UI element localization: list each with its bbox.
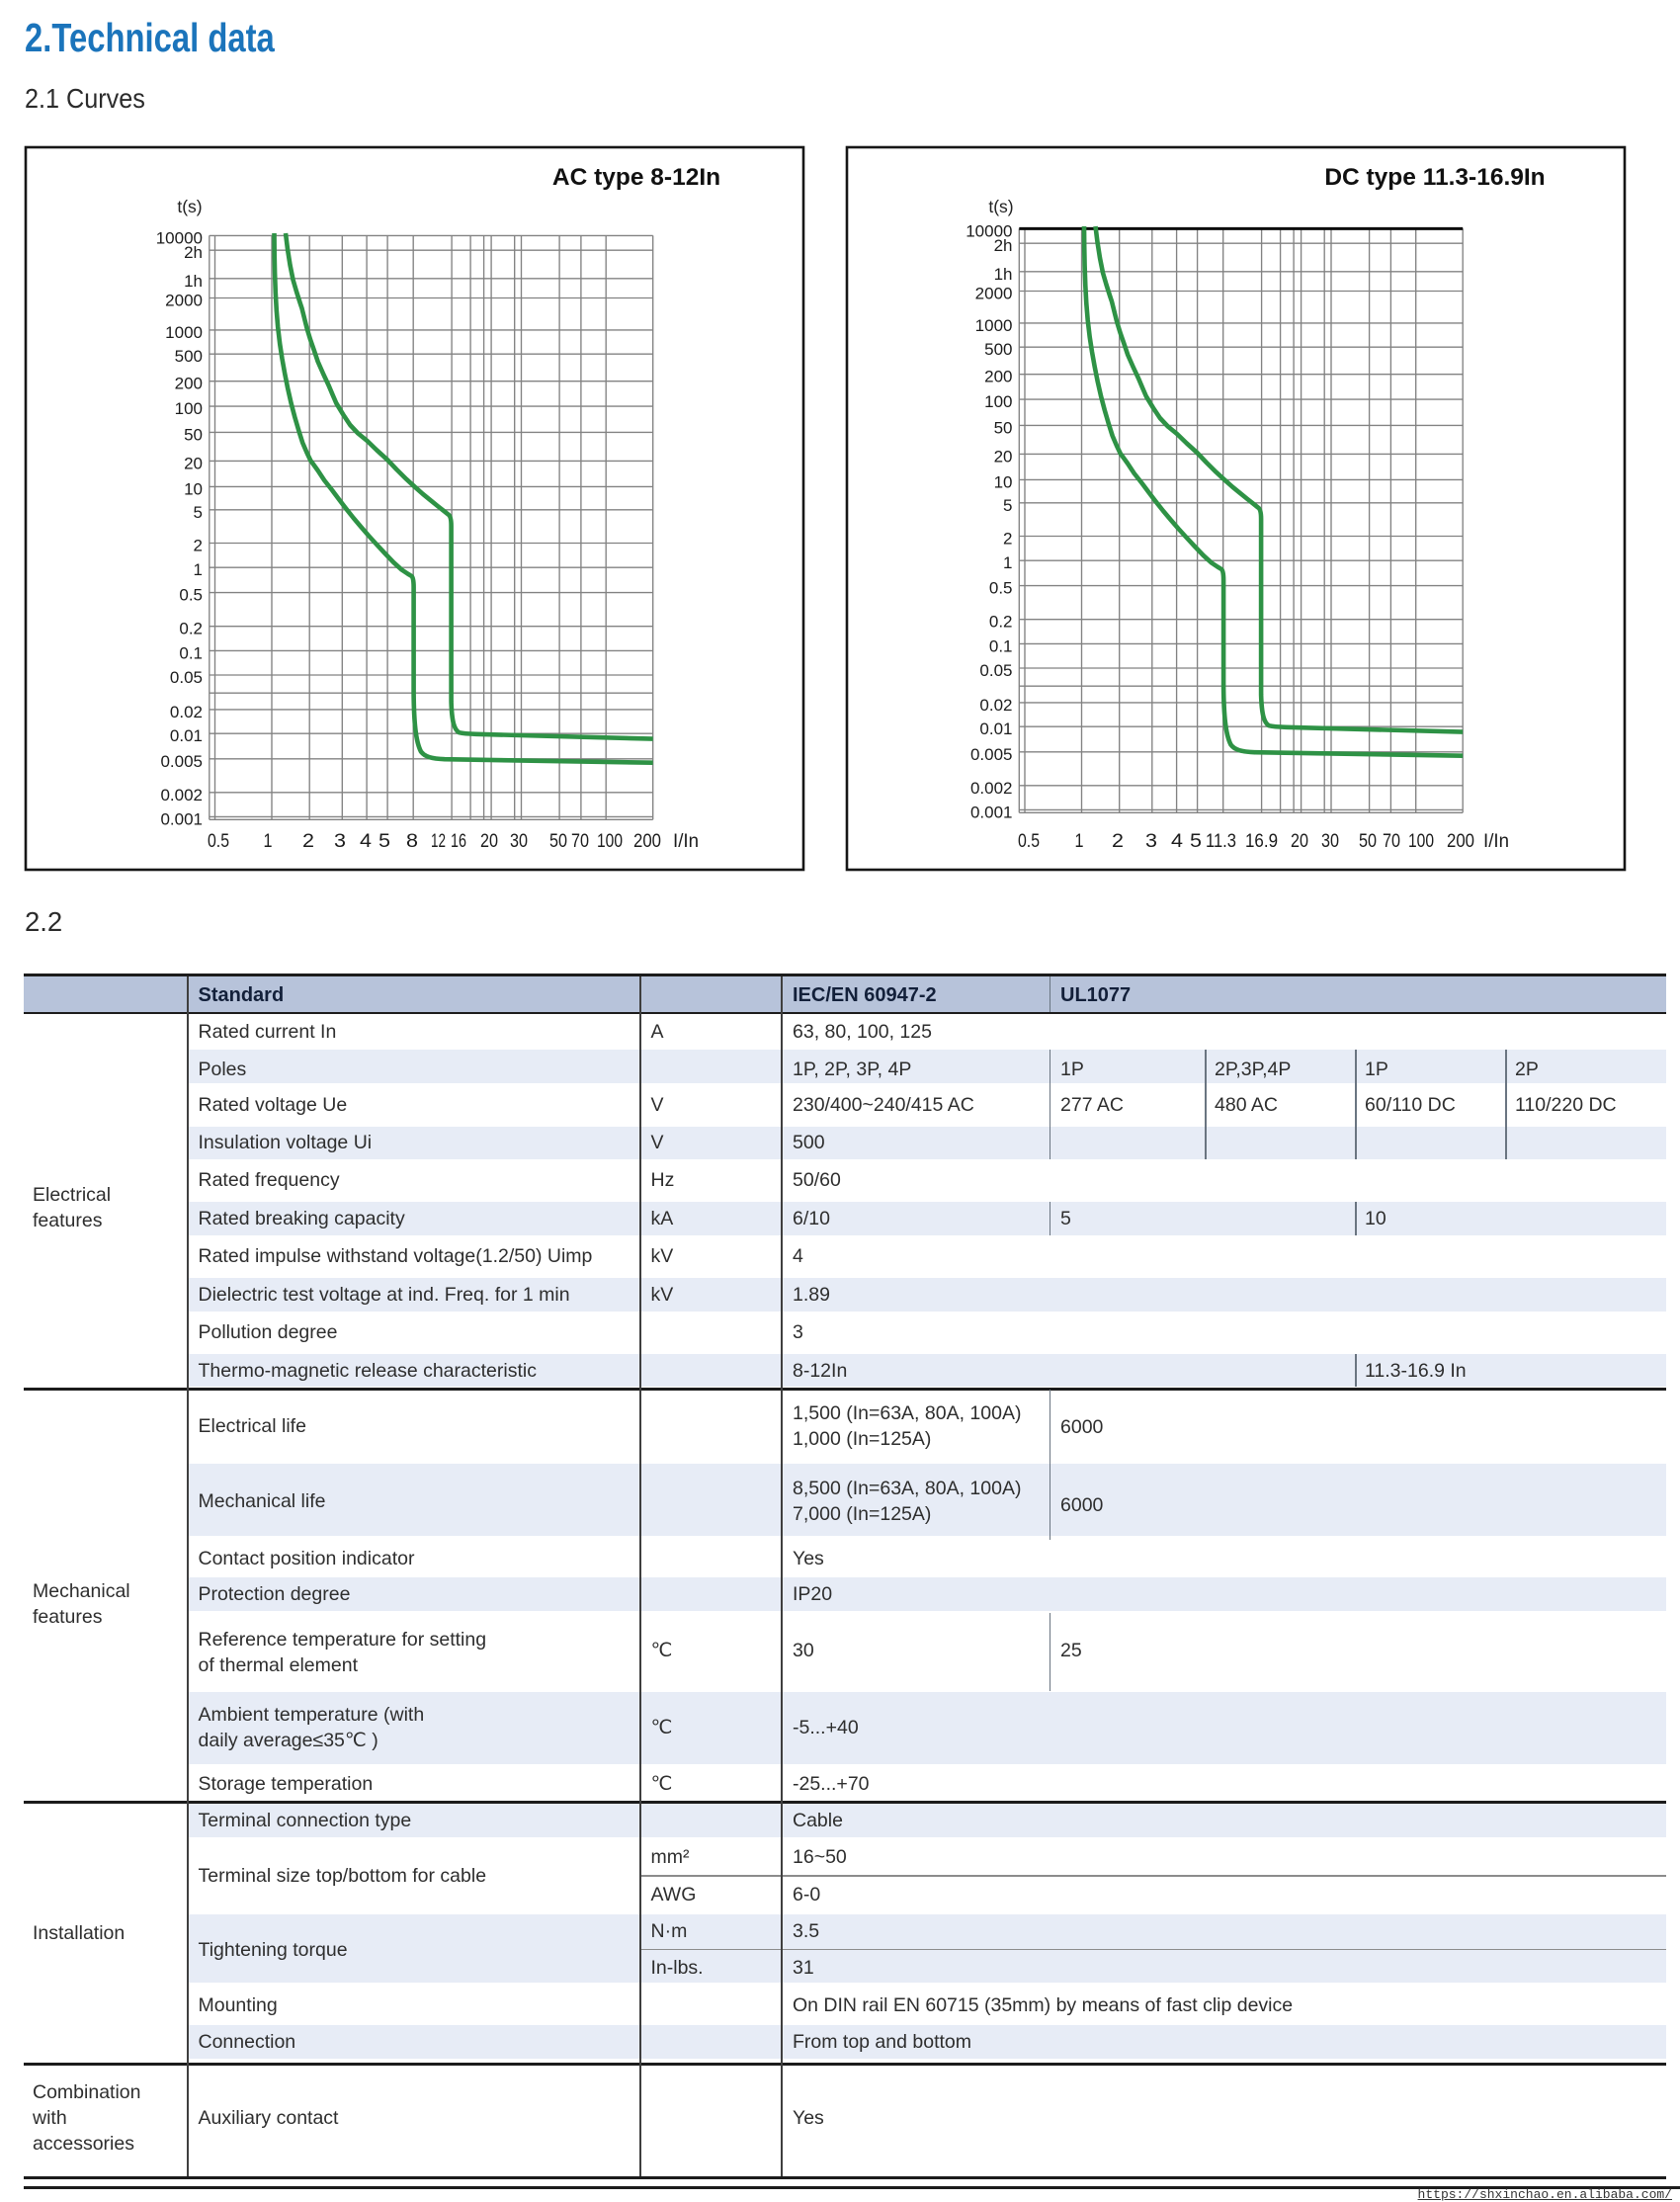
- svg-text:16: 16: [451, 830, 466, 852]
- svg-text:2: 2: [1003, 530, 1012, 549]
- svg-text:0.5: 0.5: [1018, 830, 1040, 852]
- svg-text:AC type 8-12In: AC type 8-12In: [552, 164, 720, 191]
- svg-text:70: 70: [571, 830, 589, 852]
- svg-text:0.002: 0.002: [970, 779, 1013, 798]
- svg-text:20: 20: [1291, 830, 1308, 852]
- svg-text:1h: 1h: [184, 272, 203, 291]
- svg-text:100: 100: [984, 392, 1012, 411]
- svg-text:20: 20: [184, 454, 203, 472]
- svg-text:500: 500: [984, 340, 1012, 359]
- svg-text:0.5: 0.5: [179, 586, 203, 605]
- svg-text:0.2: 0.2: [179, 620, 203, 638]
- svg-text:100: 100: [1408, 830, 1434, 852]
- svg-text:1000: 1000: [975, 316, 1013, 335]
- svg-text:0.1: 0.1: [179, 643, 203, 662]
- svg-text:0.01: 0.01: [170, 726, 203, 745]
- svg-text:200: 200: [1447, 830, 1474, 852]
- svg-text:1: 1: [194, 560, 203, 579]
- svg-text:5: 5: [1190, 830, 1202, 852]
- svg-text:5: 5: [378, 830, 390, 852]
- svg-text:30: 30: [510, 830, 528, 852]
- svg-text:50: 50: [994, 418, 1013, 437]
- svg-text:100: 100: [175, 399, 203, 418]
- svg-text:0.001: 0.001: [970, 803, 1013, 821]
- svg-text:0.2: 0.2: [989, 613, 1013, 632]
- svg-text:30: 30: [1321, 830, 1339, 852]
- svg-text:0.1: 0.1: [989, 636, 1013, 655]
- svg-text:I/In: I/In: [673, 830, 699, 852]
- svg-text:200: 200: [175, 375, 203, 393]
- svg-text:500: 500: [175, 347, 203, 366]
- svg-text:3: 3: [1145, 830, 1157, 852]
- svg-text:0.5: 0.5: [208, 830, 229, 852]
- svg-text:11.3: 11.3: [1206, 830, 1236, 852]
- svg-text:0.005: 0.005: [160, 752, 203, 771]
- svg-text:8: 8: [406, 830, 418, 852]
- svg-text:1: 1: [1003, 553, 1012, 572]
- svg-text:5: 5: [1003, 496, 1012, 515]
- svg-text:200: 200: [984, 368, 1012, 386]
- svg-text:2: 2: [302, 830, 314, 852]
- svg-text:50: 50: [549, 830, 567, 852]
- svg-text:20: 20: [994, 447, 1013, 466]
- svg-text:50: 50: [184, 425, 203, 444]
- svg-text:0.001: 0.001: [160, 809, 203, 828]
- svg-text:2: 2: [194, 537, 203, 555]
- svg-text:0.05: 0.05: [170, 668, 203, 687]
- svg-text:16.9: 16.9: [1245, 830, 1278, 852]
- svg-text:5: 5: [194, 503, 203, 522]
- svg-text:0.01: 0.01: [979, 720, 1012, 738]
- svg-text:t(s): t(s): [988, 197, 1013, 216]
- svg-text:DC type 11.3-16.9In: DC type 11.3-16.9In: [1324, 164, 1545, 191]
- svg-text:1: 1: [1075, 830, 1084, 852]
- svg-text:1000: 1000: [165, 323, 203, 342]
- svg-text:200: 200: [633, 830, 661, 852]
- svg-text:10000: 10000: [156, 228, 203, 247]
- svg-text:2000: 2000: [165, 292, 203, 310]
- svg-text:2000: 2000: [975, 285, 1013, 303]
- svg-text:I/In: I/In: [1483, 830, 1509, 852]
- svg-text:4: 4: [360, 830, 372, 852]
- svg-text:10: 10: [994, 472, 1013, 491]
- svg-text:0.02: 0.02: [979, 696, 1012, 715]
- svg-text:1h: 1h: [994, 265, 1013, 284]
- svg-text:10000: 10000: [966, 221, 1012, 240]
- svg-text:70: 70: [1383, 830, 1400, 852]
- svg-text:3: 3: [334, 830, 346, 852]
- svg-text:1: 1: [264, 830, 273, 852]
- svg-text:0.05: 0.05: [979, 661, 1012, 680]
- svg-text:50: 50: [1359, 830, 1377, 852]
- svg-text:0.5: 0.5: [989, 579, 1013, 598]
- svg-text:2: 2: [1112, 830, 1124, 852]
- svg-text:0.02: 0.02: [170, 703, 203, 721]
- svg-text:2h: 2h: [184, 243, 203, 262]
- svg-text:20: 20: [480, 830, 498, 852]
- svg-text:t(s): t(s): [177, 197, 202, 216]
- svg-text:100: 100: [597, 830, 623, 852]
- svg-text:0.002: 0.002: [160, 786, 203, 805]
- svg-text:10: 10: [184, 479, 203, 498]
- svg-text:12: 12: [431, 830, 446, 852]
- svg-text:4: 4: [1171, 830, 1183, 852]
- svg-text:0.005: 0.005: [970, 745, 1013, 764]
- svg-text:2h: 2h: [994, 236, 1013, 255]
